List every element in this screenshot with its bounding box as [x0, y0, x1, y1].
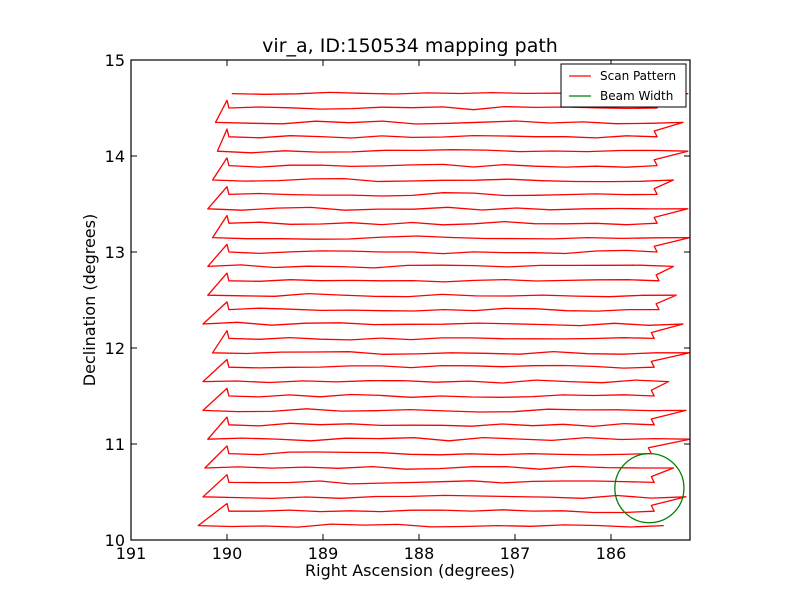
y-axis-ticks: 10 11 12 13 14 15 [105, 51, 690, 550]
legend: Scan Pattern Beam Width [560, 63, 687, 108]
plot-area: 191 190 189 188 187 186 10 11 12 13 14 15 [105, 51, 691, 563]
x-axis-ticks: 191 190 189 188 187 186 [116, 60, 627, 563]
y-tick-label: 15 [105, 51, 125, 70]
y-tick-label: 13 [105, 243, 125, 262]
legend-box [560, 63, 687, 108]
legend-label-beam-width: Beam Width [600, 89, 673, 103]
y-axis-title: Declination (degrees) [80, 214, 99, 386]
x-axis-title: Right Ascension (degrees) [305, 561, 515, 580]
beam-width-circle [614, 452, 685, 524]
y-tick-label: 12 [105, 339, 125, 358]
series-layer [197, 91, 690, 528]
x-tick-label: 191 [116, 544, 147, 563]
x-tick-label: 189 [308, 544, 339, 563]
x-tick-label: 187 [500, 544, 531, 563]
y-tick-label: 14 [105, 147, 125, 166]
x-tick-label: 186 [596, 544, 627, 563]
y-tick-label: 10 [105, 531, 125, 550]
axes-frame [130, 59, 691, 541]
chart-title: vir_a, ID:150534 mapping path [262, 35, 558, 57]
x-tick-label: 188 [404, 544, 435, 563]
y-tick-label: 11 [105, 435, 125, 454]
scan-pattern-line [197, 91, 690, 528]
legend-label-scan-pattern: Scan Pattern [600, 69, 676, 83]
x-tick-label: 190 [212, 544, 243, 563]
